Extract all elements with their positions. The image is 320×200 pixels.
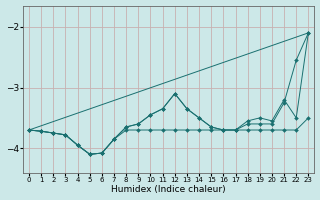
X-axis label: Humidex (Indice chaleur): Humidex (Indice chaleur): [111, 185, 226, 194]
